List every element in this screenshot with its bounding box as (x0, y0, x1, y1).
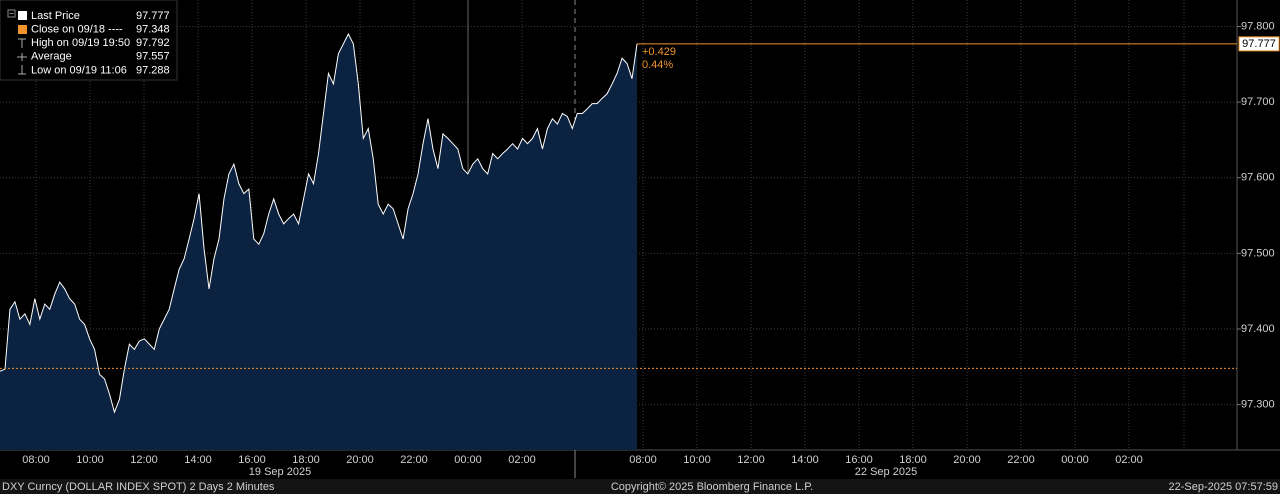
legend-label: Last Price (31, 10, 80, 22)
legend-value: 97.777 (136, 10, 170, 22)
footer-right: 22-Sep-2025 07:57:59 (1169, 481, 1278, 493)
legend-label: Average (31, 51, 72, 63)
last-price-tag-label: 97.777 (1242, 38, 1276, 50)
x-tick-label: 14:00 (184, 454, 212, 466)
x-tick-label: 22:00 (400, 454, 428, 466)
x-tick-label: 16:00 (238, 454, 266, 466)
legend-swatch (18, 25, 27, 34)
change-label: +0.429 (642, 46, 676, 58)
footer-bar (0, 479, 1280, 494)
legend-collapse (7, 9, 16, 18)
legend-swatch (18, 11, 27, 20)
legend-icon (17, 53, 27, 61)
change-pct-label: 0.44% (642, 59, 673, 71)
y-tick-label: 97.500 (1241, 247, 1275, 259)
y-tick-label: 97.300 (1241, 399, 1275, 411)
x-tick-label: 00:00 (1061, 454, 1089, 466)
price-line (0, 32, 638, 414)
x-tick-label: 12:00 (130, 454, 158, 466)
x-tick-label: 08:00 (22, 454, 50, 466)
legend-box (0, 0, 178, 81)
x-tick-label: 20:00 (346, 454, 374, 466)
x-tick-label: 10:00 (683, 454, 711, 466)
legend: Last Price 97.777 Close on 09/18 ---- 97.34… (0, 0, 178, 81)
legend-icon (18, 38, 26, 48)
x-tick-label: 18:00 (292, 454, 320, 466)
y-tick-label: 97.600 (1241, 172, 1275, 184)
legend-value: 97.288 (136, 64, 170, 76)
x-date-label: 22 Sep 2025 (855, 466, 917, 478)
x-tick-label: 02:00 (508, 454, 536, 466)
legend-icon (18, 65, 26, 75)
legend-label: Close on 09/18 ---- (31, 24, 123, 36)
footer-center: Copyright© 2025 Bloomberg Finance L.P. (611, 481, 813, 493)
x-tick-label: 14:00 (791, 454, 819, 466)
x-tick-label: 00:00 (454, 454, 482, 466)
legend-value: 97.557 (136, 51, 170, 63)
x-tick-label: 16:00 (845, 454, 873, 466)
x-date-label: 19 Sep 2025 (249, 466, 311, 478)
x-tick-label: 18:00 (899, 454, 927, 466)
x-tick-label: 22:00 (1007, 454, 1035, 466)
x-tick-label: 10:00 (76, 454, 104, 466)
y-tick-label: 97.700 (1241, 96, 1275, 108)
legend-value: 97.348 (136, 24, 170, 36)
x-tick-label: 08:00 (629, 454, 657, 466)
legend-label: Low on 09/19 11:06 (31, 64, 127, 76)
last-price-tag (1238, 36, 1280, 52)
y-tick-label: 97.800 (1241, 20, 1275, 32)
x-tick-label: 12:00 (737, 454, 765, 466)
legend-label: High on 09/19 19:50 (31, 37, 130, 49)
footer-left: DXY Curncy (DOLLAR INDEX SPOT) 2 Days 2 … (2, 481, 275, 493)
price-area (0, 34, 637, 450)
y-tick-label: 97.400 (1241, 323, 1275, 335)
x-tick-label: 20:00 (953, 454, 981, 466)
legend-value: 97.792 (136, 37, 170, 49)
x-tick-label: 02:00 (1115, 454, 1143, 466)
